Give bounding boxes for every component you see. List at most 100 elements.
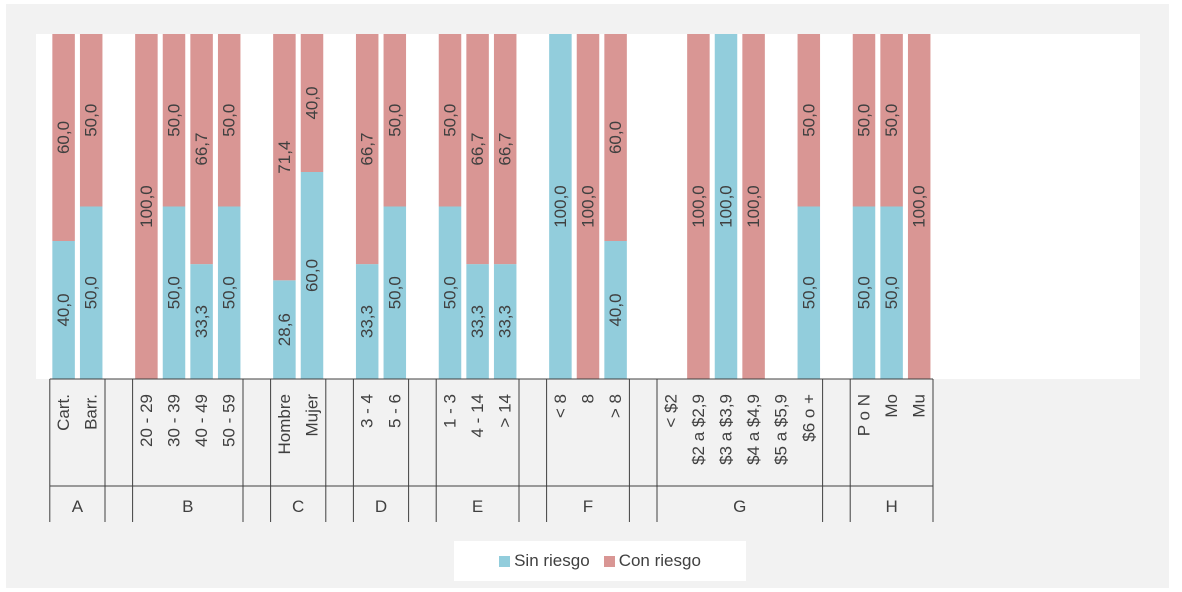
bar-sin-riesgo-B-1 [162, 206, 186, 379]
bar-con-riesgo-A-1 [79, 34, 103, 207]
category-label-H-0: P o N [855, 394, 874, 436]
category-label-B-2: 40 - 49 [192, 394, 211, 447]
bar-sin-riesgo-E-0 [438, 206, 462, 379]
label-con-riesgo-C-0: 71,4 [275, 141, 294, 174]
category-label-G-5: $6 o + [799, 394, 818, 442]
label-con-riesgo-D-0: 66,7 [358, 133, 377, 166]
bar-sin-riesgo-F-2 [604, 241, 627, 379]
label-con-riesgo-A-1: 50,0 [82, 104, 101, 137]
bar-sin-riesgo-C-1 [300, 172, 324, 379]
category-label-F-0: < 8 [551, 394, 570, 418]
label-sin-riesgo-B-2: 33,3 [192, 305, 211, 338]
category-label-C-0: Hombre [275, 394, 294, 454]
legend-swatch-sin-riesgo [499, 555, 511, 567]
category-label-G-0: < $2 [661, 394, 680, 428]
label-con-riesgo-B-2: 66,7 [192, 133, 211, 166]
category-label-B-0: 20 - 29 [137, 394, 156, 447]
legend-label-sin-riesgo: Sin riesgo [514, 551, 590, 570]
label-sin-riesgo-D-1: 50,0 [385, 276, 404, 309]
bar-con-riesgo-D-0 [355, 34, 379, 265]
bar-con-riesgo-H-1 [880, 34, 903, 207]
label-sin-riesgo-G-5: 50,0 [799, 276, 818, 309]
group-label-B: B [182, 497, 193, 516]
category-label-F-1: 8 [579, 394, 598, 403]
bar-sin-riesgo-E-2 [493, 264, 517, 379]
bar-con-riesgo-H-2 [907, 34, 931, 379]
bar-sin-riesgo-F-0 [549, 34, 572, 379]
label-con-riesgo-B-0: 100,0 [137, 185, 156, 228]
label-sin-riesgo-E-2: 33,3 [496, 305, 515, 338]
label-con-riesgo-B-1: 50,0 [165, 104, 184, 137]
category-label-D-0: 3 - 4 [358, 394, 377, 428]
bar-con-riesgo-H-0 [852, 34, 876, 207]
category-label-C-1: Mujer [303, 394, 322, 437]
category-label-B-3: 50 - 59 [220, 394, 239, 447]
bar-con-riesgo-B-3 [217, 34, 241, 207]
bar-con-riesgo-B-2 [190, 34, 213, 265]
group-label-H: H [885, 497, 897, 516]
label-con-riesgo-G-3: 100,0 [744, 185, 763, 228]
bar-sin-riesgo-A-0 [52, 241, 75, 379]
bar-con-riesgo-B-0 [135, 34, 158, 379]
category-label-G-4: $5 a $5,9 [772, 394, 791, 465]
group-label-A: A [72, 497, 84, 516]
legend: Sin riesgo Con riesgo [454, 541, 746, 581]
bar-con-riesgo-E-2 [493, 34, 517, 265]
category-label-F-2: > 8 [606, 394, 625, 418]
bar-sin-riesgo-B-3 [217, 206, 241, 379]
label-con-riesgo-F-2: 60,0 [606, 121, 625, 154]
label-sin-riesgo-H-0: 50,0 [855, 276, 874, 309]
bar-sin-riesgo-C-0 [273, 280, 296, 379]
category-label-G-2: $3 a $3,9 [717, 394, 736, 465]
legend-item-con-riesgo: Con riesgo [603, 551, 701, 571]
bar-con-riesgo-G-3 [742, 34, 765, 379]
label-sin-riesgo-C-0: 28,6 [275, 313, 294, 346]
label-sin-riesgo-C-1: 60,0 [303, 259, 322, 292]
stacked-bar-chart: 40,0 60,0 Cart. 50,0 50,0 Barr. A 100,0 20 - 29 5… [36, 34, 1140, 522]
group-label-D: D [375, 497, 387, 516]
category-label-A-0: Cart. [54, 394, 73, 431]
label-sin-riesgo-B-3: 50,0 [220, 276, 239, 309]
label-sin-riesgo-G-2: 100,0 [717, 185, 736, 228]
category-label-H-2: Mu [910, 394, 929, 418]
category-label-B-1: 30 - 39 [165, 394, 184, 447]
label-con-riesgo-D-1: 50,0 [385, 104, 404, 137]
bar-con-riesgo-A-0 [52, 34, 75, 241]
label-sin-riesgo-A-0: 40,0 [54, 293, 73, 326]
label-con-riesgo-F-1: 100,0 [579, 185, 598, 228]
bar-sin-riesgo-D-0 [355, 264, 379, 379]
group-label-E: E [472, 497, 483, 516]
legend-item-sin-riesgo: Sin riesgo [499, 551, 590, 571]
label-sin-riesgo-F-2: 40,0 [606, 293, 625, 326]
label-con-riesgo-C-1: 40,0 [303, 86, 322, 119]
label-con-riesgo-H-1: 50,0 [882, 104, 901, 137]
category-label-H-1: Mo [882, 394, 901, 418]
bar-con-riesgo-E-0 [438, 34, 462, 207]
label-con-riesgo-H-0: 50,0 [855, 104, 874, 137]
label-con-riesgo-E-2: 66,7 [496, 133, 515, 166]
category-label-E-1: 4 - 14 [468, 394, 487, 437]
bar-con-riesgo-G-1 [687, 34, 710, 379]
label-con-riesgo-E-1: 66,7 [468, 133, 487, 166]
bar-sin-riesgo-H-0 [852, 206, 876, 379]
bar-sin-riesgo-D-1 [383, 206, 407, 379]
legend-swatch-con-riesgo [603, 555, 615, 567]
label-sin-riesgo-D-0: 33,3 [358, 305, 377, 338]
group-label-F: F [583, 497, 593, 516]
label-con-riesgo-H-2: 100,0 [910, 185, 929, 228]
bar-con-riesgo-C-1 [300, 34, 324, 172]
label-con-riesgo-A-0: 60,0 [54, 121, 73, 154]
bar-con-riesgo-B-1 [162, 34, 186, 207]
bar-con-riesgo-F-2 [604, 34, 627, 241]
bar-con-riesgo-G-5 [797, 34, 821, 207]
category-label-G-1: $2 a $2,9 [689, 394, 708, 465]
bar-con-riesgo-F-1 [576, 34, 600, 379]
bar-con-riesgo-D-1 [383, 34, 407, 207]
category-label-A-1: Barr. [82, 394, 101, 430]
label-sin-riesgo-E-1: 33,3 [468, 305, 487, 338]
group-label-G: G [733, 497, 746, 516]
bar-sin-riesgo-G-5 [797, 206, 821, 379]
bar-sin-riesgo-G-2 [714, 34, 738, 379]
label-sin-riesgo-F-0: 100,0 [551, 185, 570, 228]
legend-label-con-riesgo: Con riesgo [618, 551, 701, 570]
